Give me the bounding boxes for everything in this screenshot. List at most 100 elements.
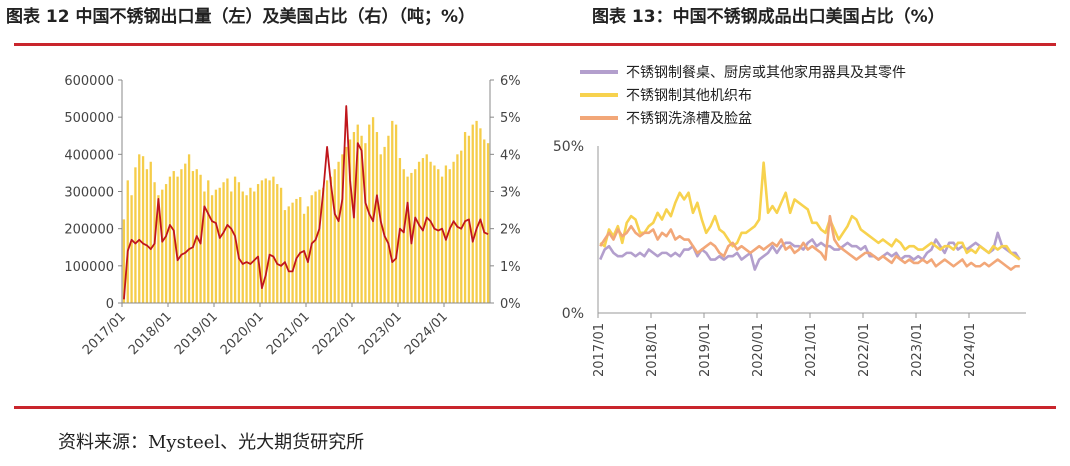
export-volume-bar [310, 195, 313, 303]
export-volume-bar [306, 206, 310, 303]
export-volume-bar [149, 161, 152, 303]
export-volume-bar [222, 182, 225, 303]
y-tick-label: 0% [562, 306, 584, 322]
export-volume-bar [433, 165, 436, 303]
export-volume-bar [268, 180, 271, 303]
left-chart-title: 图表 12 中国不锈钢出口量（左）及美国占比（右）（吨；%） [6, 7, 476, 27]
export-volume-bar [479, 128, 482, 303]
export-volume-bar [444, 165, 448, 303]
export-volume-bar [329, 176, 333, 303]
left-y-tick-label: 100000 [64, 260, 114, 275]
export-volume-bar [287, 206, 290, 303]
export-volume-bar [429, 161, 432, 303]
x-tick-label: 2021/01 [804, 323, 819, 377]
source-note: 资料来源：Mysteel、光大期货研究所 [58, 432, 365, 453]
export-volume-bar [302, 213, 306, 303]
export-volume-bar [471, 124, 474, 303]
export-volume-bar [134, 167, 137, 303]
y-tick-label: 50% [553, 139, 584, 155]
export-volume-bar [237, 182, 241, 303]
export-volume-bar [322, 187, 325, 303]
export-volume-bar [203, 191, 206, 303]
legend-label: 不锈钢洗涤槽及脸盆 [626, 111, 752, 127]
export-volume-bar [180, 169, 183, 303]
export-volume-bar [391, 120, 394, 303]
export-volume-bar [375, 132, 379, 303]
export-volume-bar [383, 146, 386, 303]
export-volume-bar [130, 195, 133, 303]
bottom-divider [14, 406, 1056, 409]
export-volume-bar [272, 176, 275, 303]
export-volume-bar [379, 154, 382, 303]
export-volume-bar [414, 169, 417, 303]
export-volume-bar [318, 189, 321, 303]
export-volume-bar [279, 187, 283, 303]
export-volume-bar [187, 154, 191, 303]
series-line [599, 214, 1020, 271]
legend-label: 不锈钢制其他机织布 [626, 88, 752, 104]
export-volume-bar [314, 191, 317, 303]
export-volume-bar [214, 189, 218, 303]
export-volume-bar [325, 180, 329, 303]
left-y-tick-label: 600000 [64, 74, 114, 89]
x-tick-label: 2019/01 [698, 323, 713, 377]
export-volume-bar [341, 154, 344, 303]
right-y-tick-label: 5% [500, 111, 521, 126]
export-volume-bar [126, 180, 129, 303]
export-volume-bar [387, 135, 390, 303]
export-volume-bar [210, 195, 214, 303]
export-volume-bar [276, 184, 279, 303]
x-tick-label: 2018/01 [645, 323, 660, 377]
export-volume-bar [437, 169, 440, 303]
export-volume-bar [348, 139, 352, 303]
export-volume-bar [207, 180, 210, 303]
export-volume-bar [283, 210, 287, 303]
export-volume-bar [463, 132, 467, 303]
export-volume-bar [456, 154, 459, 303]
us-share-line [123, 105, 489, 300]
export-volume-bar [138, 154, 141, 303]
left-y-tick-label: 400000 [64, 148, 114, 163]
export-volume-bar [191, 171, 195, 303]
export-volume-bar [360, 135, 363, 303]
export-volume-bar [168, 176, 172, 303]
export-volume-bar [256, 184, 260, 303]
export-volume-bar [483, 139, 486, 303]
export-volume-bar [218, 187, 221, 303]
export-volume-bar [164, 184, 168, 303]
export-volume-bar [226, 178, 229, 303]
export-volume-bar [145, 169, 149, 303]
export-volume-bar [295, 198, 298, 303]
export-volume-bar [245, 195, 248, 303]
export-volume-bar [364, 143, 367, 303]
export-volume-bar [371, 117, 375, 303]
export-volume-bar [402, 169, 405, 303]
export-volume-bar [417, 161, 421, 303]
export-volume-bar [184, 163, 187, 304]
export-volume-bar [157, 195, 160, 303]
right-chart-title: 图表 13：中国不锈钢成品出口美国占比（%） [592, 7, 945, 27]
left-y-tick-label: 500000 [64, 111, 114, 126]
series-line [599, 161, 1021, 261]
left-y-tick-label: 300000 [64, 186, 114, 201]
export-volume-bar [337, 161, 340, 303]
export-volume-bar [260, 180, 264, 303]
x-tick-label: 2020/01 [751, 323, 766, 377]
export-volume-bar [475, 120, 478, 303]
right-y-tick-label: 1% [500, 260, 521, 275]
legend-label: 不锈钢制餐桌、厨房或其他家用器具及其零件 [626, 64, 906, 81]
export-volume-bar [406, 176, 409, 303]
export-volume-bar [291, 202, 294, 303]
top-divider [14, 43, 1056, 46]
export-volume-chart: 0 100000 200000 300000 400000 500000 600000 0% 1… [64, 74, 521, 358]
export-volume-bar [161, 189, 164, 303]
export-volume-bar [299, 197, 302, 303]
export-volume-bar [230, 191, 233, 303]
export-volume-bar [345, 146, 348, 303]
export-volume-bar [452, 161, 455, 303]
x-tick-label: 2024/01 [963, 323, 978, 377]
left-y-tick-label: 0 [106, 297, 114, 312]
export-volume-bar [253, 191, 256, 303]
right-y-tick-label: 3% [500, 186, 521, 201]
right-y-tick-label: 6% [500, 74, 521, 89]
